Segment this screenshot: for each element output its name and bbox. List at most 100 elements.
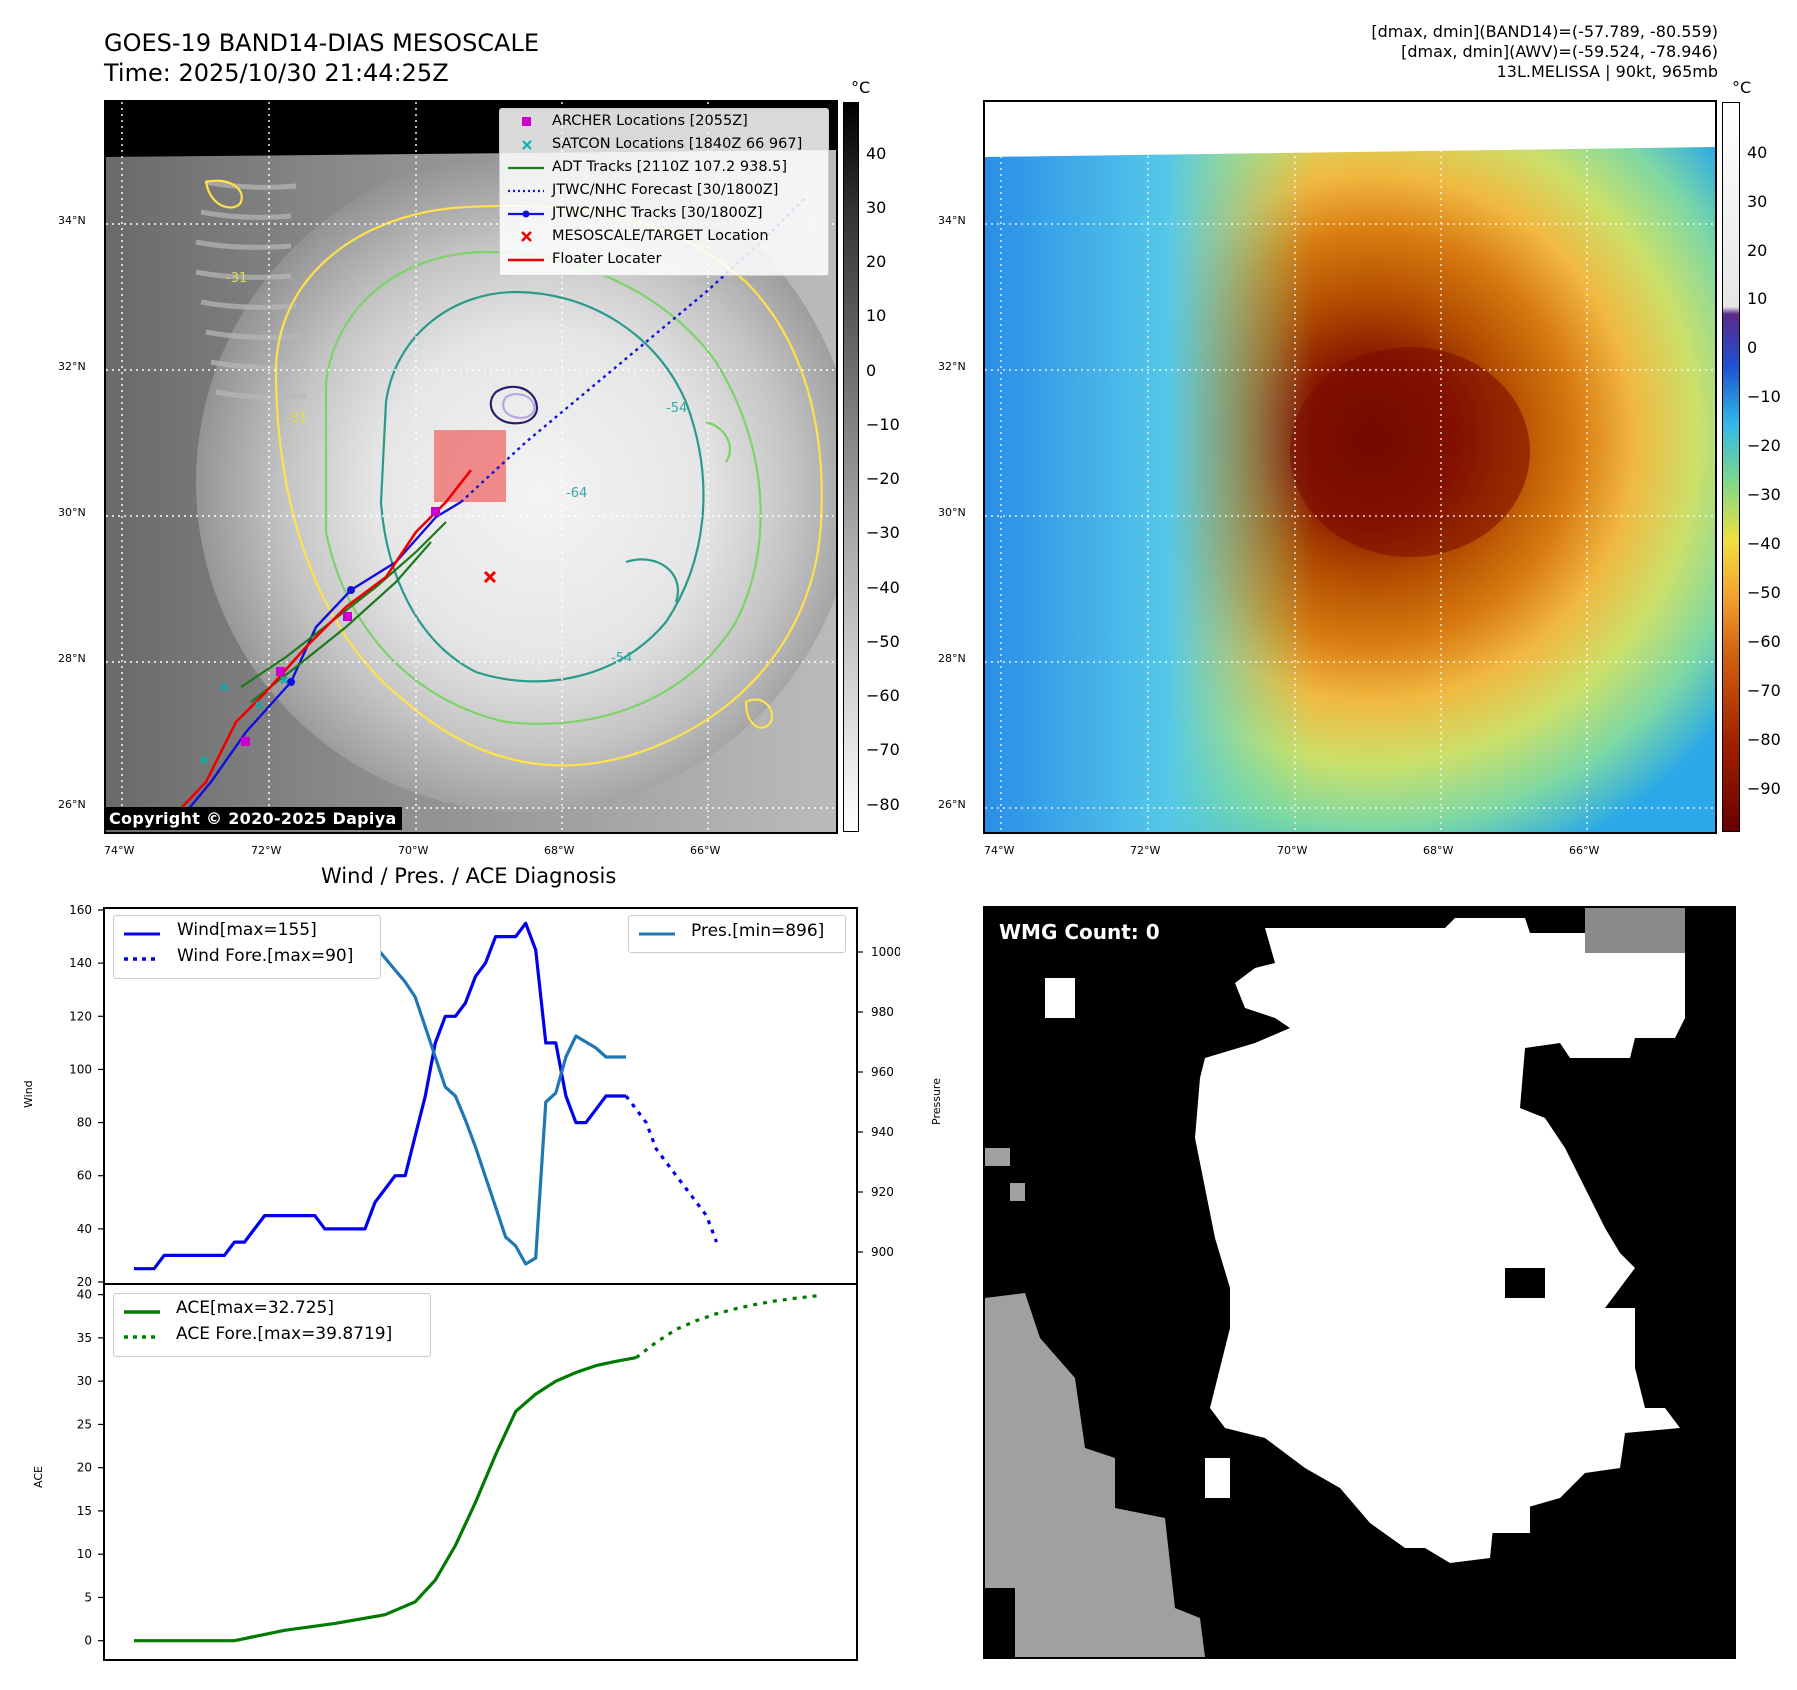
satcon-marker <box>220 683 228 691</box>
info-line-2: [dmax, dmin](AWV)=(-59.524, -78.946) <box>1401 42 1718 61</box>
colorbar-tick: −80 <box>1747 730 1781 749</box>
colorbar-tick: −30 <box>1747 485 1781 504</box>
axis-tick-label: 100 <box>69 1062 92 1076</box>
colorbar-tick: −20 <box>1747 436 1781 455</box>
contour-label: -31 <box>226 271 247 286</box>
series-line <box>134 1356 637 1643</box>
axis-tick-label: 5 <box>84 1590 92 1604</box>
title-line-1: GOES-19 BAND14-DIAS MESOSCALE <box>104 29 540 57</box>
colorbar-tick: −60 <box>1747 632 1781 651</box>
map-legend: ARCHER Locations [2055Z] SATCON Location… <box>499 108 829 276</box>
lat-label: 28°N <box>938 652 966 665</box>
colorbar-tick: 40 <box>1747 143 1768 162</box>
legend-item-jtwc-forecast: JTWC/NHC Forecast [30/1800Z] <box>508 182 779 198</box>
colorbar-tick: 30 <box>866 198 887 217</box>
contour-label: -54 <box>666 401 687 416</box>
axis-tick-label: 15 <box>77 1504 92 1518</box>
axis-tick-label: 120 <box>69 1009 92 1023</box>
lat-label: 26°N <box>938 798 966 811</box>
series-line <box>635 1294 818 1359</box>
axis-tick-label: 0 <box>84 1634 92 1648</box>
axis-tick-label: 25 <box>77 1417 92 1431</box>
info-line-3: 13L.MELISSA | 90kt, 965mb <box>1496 62 1718 81</box>
colorbar-tick: 0 <box>866 361 877 380</box>
wmg-mask-image <box>985 908 1685 1657</box>
lat-label: 26°N <box>58 798 86 811</box>
axis-tick-label: 920 <box>871 1185 894 1199</box>
lon-label: 68°W <box>1423 844 1454 857</box>
colorbar-tick: −20 <box>866 469 900 488</box>
legend-pressure: Pres.[min=896] <box>691 921 825 941</box>
lon-label: 70°W <box>1277 844 1308 857</box>
gray-colorbar <box>843 102 859 832</box>
lon-label: 72°W <box>1130 844 1161 857</box>
legend-wind-fore: Wind Fore.[max=90] <box>177 946 354 966</box>
diagnosis-title: Wind / Pres. / ACE Diagnosis <box>321 864 617 888</box>
wmg-panel <box>983 906 1736 1659</box>
axis-tick-label: 1000 <box>871 945 900 959</box>
colorbar-tick: 20 <box>1747 241 1768 260</box>
jtwc-track-point <box>347 586 355 594</box>
colorbar-tick: 10 <box>1747 289 1768 308</box>
mesoscale-target-marker <box>483 570 497 584</box>
copyright-label: Copyright © 2020-2025 Dapiya <box>104 807 402 830</box>
colorbar-tick: 10 <box>866 306 887 325</box>
colorbar-unit: °C <box>851 78 871 97</box>
figure-title: GOES-19 BAND14-DIAS MESOSCALE Time: 2025… <box>104 28 539 88</box>
lon-label: 72°W <box>251 844 282 857</box>
axis-tick-label: 960 <box>871 1065 894 1079</box>
title-line-2: Time: 2025/10/30 21:44:25Z <box>104 59 449 87</box>
axis-tick-label: 140 <box>69 956 92 970</box>
colorbar-tick: −70 <box>1747 681 1781 700</box>
colorbar-tick: −70 <box>866 740 900 759</box>
lon-label: 70°W <box>398 844 429 857</box>
lat-label: 30°N <box>938 506 966 519</box>
lat-label: 32°N <box>938 360 966 373</box>
lat-label: 34°N <box>58 214 86 227</box>
colorbar-tick: 20 <box>866 252 887 271</box>
series-line <box>624 1095 718 1243</box>
colorbar-tick: −40 <box>866 578 900 597</box>
axis-tick-label: 980 <box>871 1005 894 1019</box>
colorbar-tick: −50 <box>1747 583 1781 602</box>
archer-marker <box>431 507 440 516</box>
axis-tick-label: 60 <box>77 1169 92 1183</box>
pressure-legend: Pres.[min=896] <box>628 915 846 953</box>
lon-label: 74°W <box>984 844 1015 857</box>
lon-label: 68°W <box>544 844 575 857</box>
color-map-image <box>985 102 1715 832</box>
wind-legend: Wind[max=155] Wind Fore.[max=90] <box>113 915 381 979</box>
ace-frame <box>103 1283 858 1661</box>
lat-label: 30°N <box>58 506 86 519</box>
satcon-marker <box>255 701 263 709</box>
satcon-marker <box>200 756 208 764</box>
axis-tick-label: 940 <box>871 1125 894 1139</box>
lat-label: 32°N <box>58 360 86 373</box>
colorbar-tick: 30 <box>1747 192 1768 211</box>
color-map-panel <box>983 100 1717 834</box>
lon-label: 66°W <box>1569 844 1600 857</box>
adt-track-line <box>250 541 432 703</box>
axis-tick-label: 80 <box>77 1116 92 1130</box>
legend-item-jtwc-tracks: JTWC/NHC Tracks [30/1800Z] <box>500 203 828 225</box>
axis-tick-label: 35 <box>77 1331 92 1345</box>
jtwc-track-line <box>175 500 462 825</box>
series-line <box>134 921 627 1271</box>
colorbar-tick: −60 <box>866 686 900 705</box>
axis-tick-label: 20 <box>77 1461 92 1475</box>
colorbar-tick: −30 <box>866 523 900 542</box>
wmg-count-label: WMG Count: 0 <box>999 920 1160 944</box>
legend-wind: Wind[max=155] <box>177 920 317 940</box>
lat-label: 34°N <box>938 214 966 227</box>
axis-tick-label: 900 <box>871 1245 894 1259</box>
contour-label: -31 <box>286 411 307 426</box>
colorbar-tick: −90 <box>1747 779 1781 798</box>
axis-tick-label: 10 <box>77 1547 92 1561</box>
archer-marker <box>343 612 352 621</box>
figure-info: [dmax, dmin](BAND14)=(-57.789, -80.559) … <box>1371 22 1718 82</box>
archer-marker <box>276 667 285 676</box>
lon-label: 74°W <box>104 844 135 857</box>
axis-tick-label: 20 <box>77 1275 92 1289</box>
legend-item-adt: ADT Tracks [2110Z 107.2 938.5] <box>508 159 788 175</box>
archer-marker <box>241 737 250 746</box>
